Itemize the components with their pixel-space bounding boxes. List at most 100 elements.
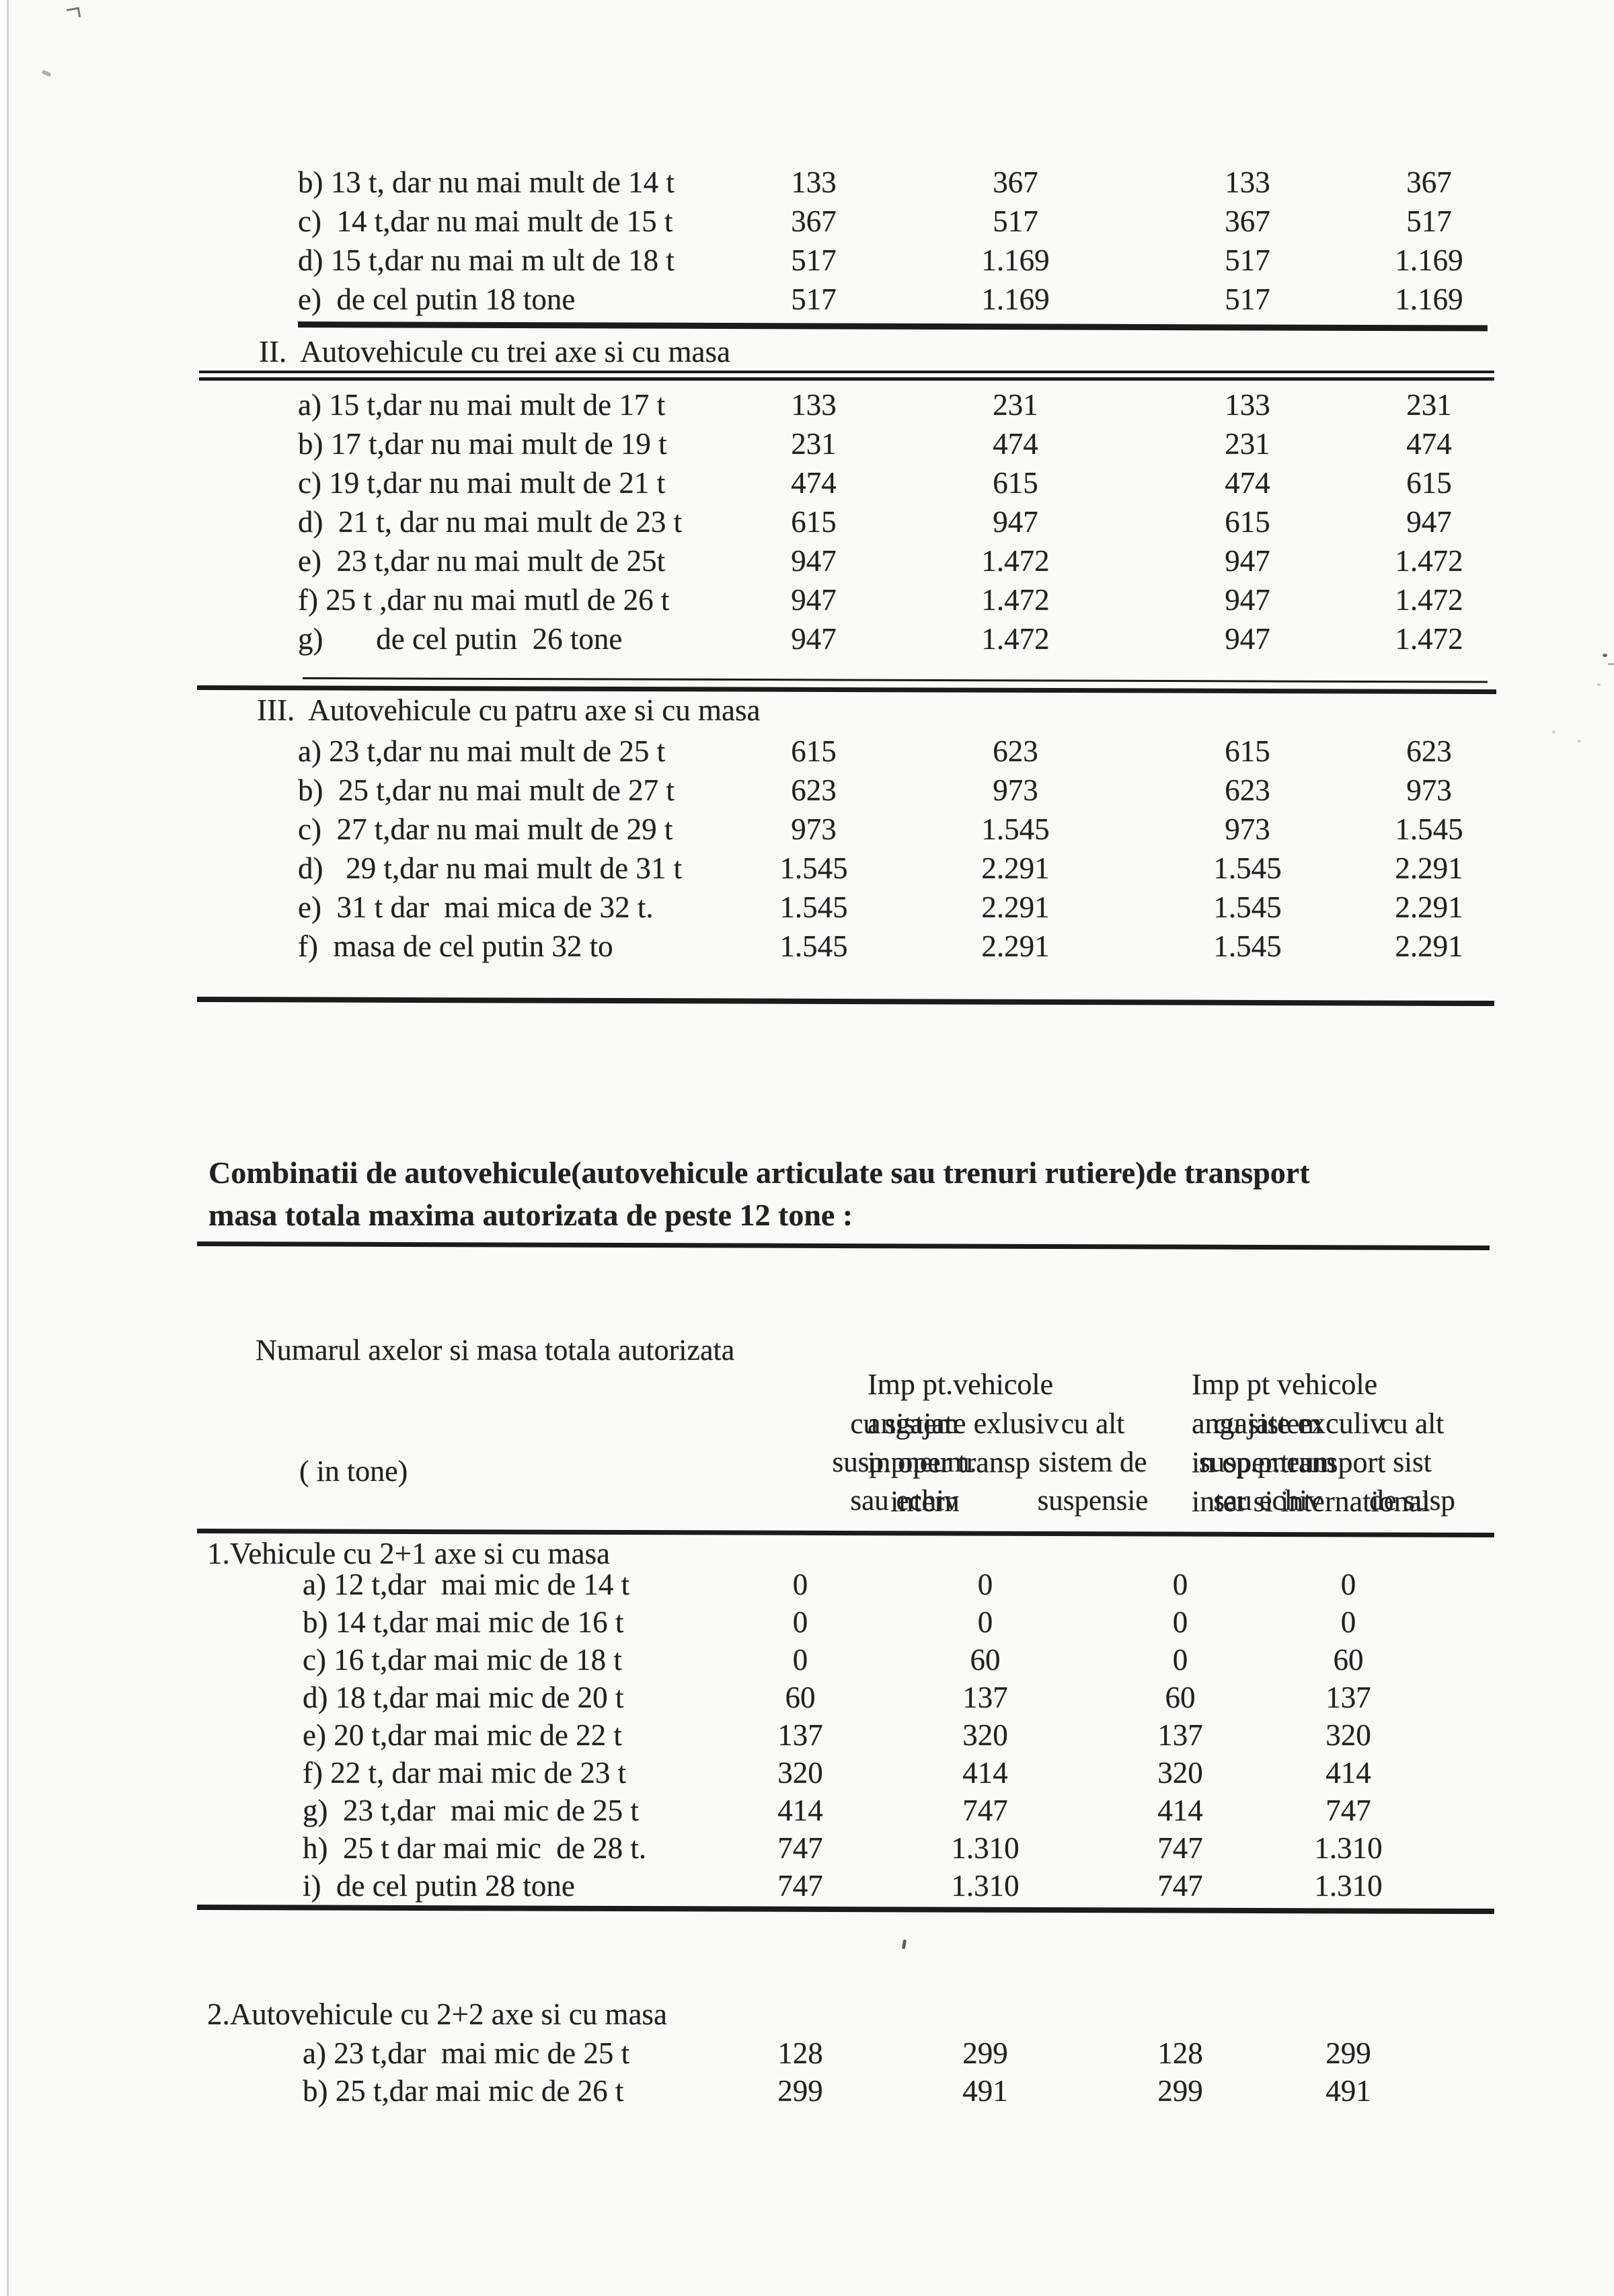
column-header-line: inter si international	[1192, 1485, 1430, 1518]
cell-value: 414	[777, 1794, 823, 1827]
table-row: f) 25 t ,dar nu mai mutl de 26 t 947 1.4…	[0, 580, 1614, 619]
table-row: a) 23 t,dar nu mai mult de 25 t 615 623 …	[0, 732, 1614, 771]
row-label: c) 14 t,dar nu mai mult de 15 t	[298, 204, 673, 238]
cell-value: 947	[1225, 544, 1270, 578]
row-label: d) 15 t,dar nu mai m ult de 18 t	[298, 243, 675, 277]
table-row: e) 31 t dar mai mica de 32 t. 1.545 2.29…	[0, 888, 1614, 927]
cell-value: 517	[1406, 204, 1452, 238]
column-header-international-group: Imp pt vehicole angajate exculiv in oper.t…	[1192, 1248, 1430, 1521]
table-row: f) 22 t, dar mai mic de 23 t 320 414 320…	[0, 1754, 1614, 1792]
cell-value: 414	[1325, 1756, 1371, 1790]
cell-value: 747	[1157, 1869, 1203, 1903]
row-label: e) 31 t dar mai mica de 32 t.	[298, 890, 654, 924]
column-header-axles-line2: ( in tone)	[299, 1455, 408, 1488]
subcolumn-header: sist	[1393, 1447, 1432, 1478]
table-row: c) 19 t,dar nu mai mult de 21 t 474 615 …	[0, 463, 1614, 502]
cell-value: 1.310	[951, 1869, 1020, 1903]
cell-value: 1.472	[981, 622, 1050, 656]
column-header-line: in oper.transport	[1192, 1446, 1386, 1479]
cell-value: 0	[1172, 1605, 1188, 1639]
row-label: h) 25 t dar mai mic de 28 t.	[303, 1831, 647, 1865]
cell-value: 747	[777, 1869, 823, 1903]
cell-value: 60	[785, 1681, 816, 1714]
cell-value: 615	[791, 505, 837, 539]
cell-value: 299	[1325, 2036, 1371, 2070]
cell-value: 299	[962, 2036, 1008, 2070]
cell-value: 747	[962, 1794, 1008, 1827]
table-row: c) 27 t,dar nu mai mult de 29 t 973 1.54…	[0, 810, 1614, 849]
section-heading-2: 2.Autovehicule cu 2+2 axe si cu masa	[207, 1997, 667, 2031]
cell-value: 623	[993, 734, 1038, 768]
cell-value: 1.545	[1395, 812, 1463, 846]
cell-value: 973	[791, 812, 837, 846]
cell-value: 615	[791, 734, 837, 768]
section-heading-III: III. Autovehicule cu patru axe si cu mas…	[257, 693, 761, 727]
cell-value: 491	[1325, 2074, 1371, 2108]
cell-value: 367	[791, 204, 837, 238]
cell-value: 1.545	[1213, 851, 1282, 885]
subcolumn-header: cu alt	[1061, 1408, 1125, 1440]
table-rule	[302, 677, 1488, 683]
cell-value: 2.291	[981, 890, 1050, 924]
cell-value: 1.472	[1395, 583, 1463, 617]
cell-value: 973	[1225, 812, 1270, 846]
table-row: e) de cel putin 18 tone 517 1.169 517 1.…	[0, 280, 1614, 319]
subcolumn-header: susp.pneum.	[832, 1447, 977, 1478]
table-row: b) 13 t, dar nu mai mult de 14 t 133 367…	[0, 163, 1614, 202]
table-row: b) 25 t,dar mai mic de 26 t 299 491 299 …	[0, 2072, 1614, 2110]
table-row: g) 23 t,dar mai mic de 25 t 414 747 414 …	[0, 1792, 1614, 1829]
scan-artifact	[1552, 730, 1555, 734]
row-label: f) 22 t, dar mai mic de 23 t	[303, 1756, 627, 1790]
row-label: e) de cel putin 18 tone	[298, 282, 576, 316]
column-header-line: angajate exculiv	[1192, 1407, 1385, 1440]
cell-value: 491	[962, 2074, 1008, 2108]
cell-value: 133	[791, 165, 837, 199]
row-label: b) 14 t,dar mai mic de 16 t	[303, 1605, 624, 1639]
cell-value: 231	[1225, 427, 1270, 461]
table-section-2-rows: a) 23 t,dar mai mic de 25 t 128 299 128 …	[0, 2034, 1614, 2110]
cell-value: 414	[962, 1756, 1008, 1790]
subcolumn-header: susp.pneum	[1198, 1447, 1337, 1478]
cell-value: 367	[1406, 165, 1452, 199]
table-row: d) 18 t,dar mai mic de 20 t 60 137 60 13…	[0, 1679, 1614, 1716]
cell-value: 615	[993, 466, 1038, 500]
cell-value: 1.545	[779, 851, 848, 885]
table-row: d) 29 t,dar nu mai mult de 31 t 1.545 2.…	[0, 849, 1614, 888]
table-row: b) 17 t,dar nu mai mult de 19 t 231 474 …	[0, 424, 1614, 463]
table-row: d) 21 t, dar nu mai mult de 23 t 615 947…	[0, 502, 1614, 541]
cell-value: 1.545	[981, 812, 1050, 846]
cell-value: 1.310	[1314, 1831, 1383, 1865]
scan-artifact	[1603, 654, 1607, 657]
row-label: b) 13 t, dar nu mai mult de 14 t	[298, 165, 675, 199]
cell-value: 1.169	[1395, 243, 1463, 277]
section-heading-1: 1.Vehicule cu 2+1 axe si cu masa	[207, 1537, 610, 1570]
cell-value: 0	[1340, 1568, 1356, 1601]
cell-value: 747	[1157, 1831, 1203, 1865]
table-row: i) de cel putin 28 tone 747 1.310 747 1.…	[0, 1867, 1614, 1905]
cell-value: 1.545	[779, 890, 848, 924]
cell-value: 60	[970, 1643, 1001, 1677]
cell-value: 231	[993, 388, 1038, 422]
cell-value: 1.169	[981, 282, 1050, 316]
subcolumn-header: de susp	[1369, 1485, 1455, 1517]
column-header-line: in oper transp	[868, 1446, 1030, 1479]
scan-edge-line	[0, 0, 9, 2296]
cell-value: 2.291	[981, 929, 1050, 963]
scan-artifact	[66, 7, 81, 20]
cell-value: 0	[792, 1643, 808, 1677]
table-rule	[196, 1905, 1495, 1915]
cell-value: 414	[1157, 1794, 1203, 1827]
scan-artifact	[1608, 663, 1614, 665]
cell-value: 133	[1225, 165, 1270, 199]
column-header-intern-group: Imp pt.vehicole angajate exlusiv in oper t…	[868, 1248, 1059, 1521]
cell-value: 615	[1225, 505, 1270, 539]
row-label: a) 23 t,dar nu mai mult de 25 t	[298, 734, 666, 768]
row-label: a) 23 t,dar mai mic de 25 t	[303, 2036, 630, 2070]
column-header-line: Imp pt vehicole	[1192, 1368, 1378, 1401]
row-label: a) 12 t,dar mai mic de 14 t	[303, 1568, 630, 1601]
cell-value: 517	[791, 282, 837, 316]
table-row: h) 25 t dar mai mic de 28 t. 747 1.310 7…	[0, 1829, 1614, 1867]
cell-value: 1.169	[1395, 282, 1463, 316]
table-row: e) 23 t,dar nu mai mult de 25t 947 1.472…	[0, 541, 1614, 580]
